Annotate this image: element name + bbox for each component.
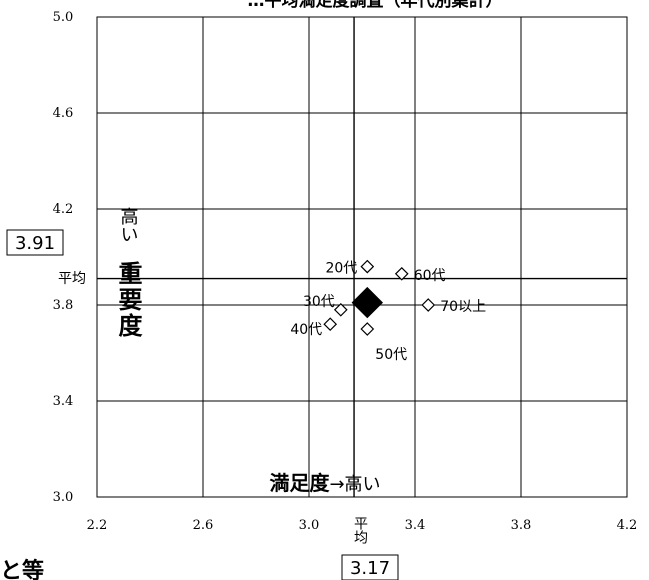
y-axis-title: 重要度 [114, 261, 142, 339]
x-average-tag: 平均 [352, 516, 368, 544]
x-average-box: 3.17 [341, 554, 399, 580]
data-point [360, 322, 375, 336]
point-label: 30代 [303, 294, 335, 310]
data-points [323, 259, 436, 336]
point-label: 20代 [325, 261, 357, 277]
point-label: 60代 [414, 268, 446, 284]
plot-frame [96, 16, 628, 498]
data-point [323, 317, 338, 332]
x-tick-label: 2.6 [193, 518, 214, 533]
x-axis-title: 満足度 [269, 471, 330, 495]
data-point [360, 259, 375, 274]
y-tick-label: 3.0 [53, 490, 74, 505]
point-label: 50代 [375, 347, 407, 363]
x-tick-label: 2.2 [87, 518, 108, 533]
y-tick-labels: 3.0 3.4 3.8 4.2 4.6 5.0 [53, 10, 74, 505]
y-tick-label: 5.0 [53, 10, 74, 25]
data-point [333, 302, 348, 317]
y-axis-arrow: ↑ [120, 262, 135, 283]
y-tick-label: 3.8 [53, 298, 74, 313]
y-average-box: 3.91 [6, 229, 64, 256]
x-tick-label: 3.0 [299, 518, 320, 533]
data-point [421, 298, 436, 312]
y-axis-high: 高い [118, 207, 139, 243]
x-tick-label: 4.2 [617, 518, 638, 533]
x-tick-labels: 2.2 2.6 3.0 3.4 3.8 4.2 [87, 518, 638, 533]
y-average-value: 3.91 [15, 233, 55, 254]
y-tick-label: 4.2 [53, 202, 74, 217]
chart-title: …平均満足度調査（年代別集計） [248, 0, 503, 11]
point-label: 40代 [290, 322, 322, 338]
point-label: 70以上 [440, 299, 486, 315]
overall-point [351, 286, 384, 319]
x-tick-label: 3.8 [511, 518, 532, 533]
x-tick-label: 3.4 [405, 518, 426, 533]
footer-text: と等 [0, 558, 44, 580]
x-average-value: 3.17 [350, 558, 390, 579]
y-tick-label: 3.4 [53, 394, 74, 409]
point-labels: 20代 60代 30代 70以上 40代 50代 [290, 261, 486, 363]
x-axis-label: 満足度→高い [269, 471, 380, 495]
y-tick-label: 4.6 [53, 106, 74, 121]
average-lines [97, 17, 627, 497]
y-average-tag: 平均 [58, 271, 86, 287]
data-point [394, 266, 409, 281]
x-axis-high: →高い [329, 474, 380, 495]
grid [97, 17, 627, 497]
